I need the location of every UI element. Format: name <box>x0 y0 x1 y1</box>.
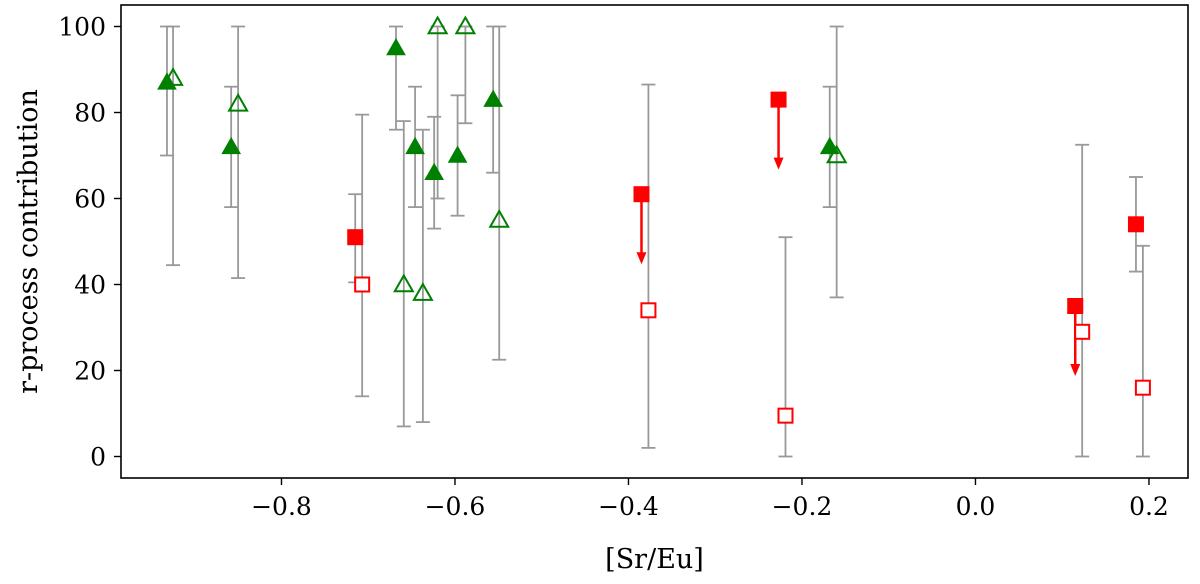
y-tick-label: 100 <box>58 13 106 42</box>
open-triangle-point <box>393 273 415 293</box>
y-tick-label: 0 <box>90 443 106 472</box>
filled-square-point <box>1067 298 1084 314</box>
filled-square-point <box>633 186 650 203</box>
x-tick-label: −0.4 <box>598 492 659 521</box>
filled-square-point <box>770 91 787 108</box>
y-axis: 0 20 40 60 80 100 <box>58 13 121 472</box>
x-tick-label: 0.2 <box>1129 492 1169 521</box>
filled-triangle-point <box>424 162 445 180</box>
plot-frame <box>120 4 1189 479</box>
open-triangle-point <box>488 208 510 228</box>
filled-square-point <box>347 229 364 246</box>
x-tick-label: −0.8 <box>251 492 312 521</box>
y-tick-label: 20 <box>74 357 106 386</box>
open-square-point <box>777 407 794 424</box>
upper-limit-arrow-head <box>773 157 784 170</box>
filled-triangle-point <box>447 145 468 163</box>
filled-triangle-point <box>483 89 504 107</box>
open-triangle-point <box>412 282 434 301</box>
y-axis-title: r-process contribution <box>13 89 44 394</box>
filled-square-point <box>1127 216 1144 233</box>
y-tick-label: 40 <box>74 271 106 300</box>
open-triangle-point <box>227 92 249 112</box>
open-triangle-point <box>162 67 184 86</box>
x-tick-label: −0.2 <box>772 492 833 521</box>
upper-limit-arrow-head <box>1070 364 1081 376</box>
open-triangle-point <box>825 144 848 164</box>
open-square-point <box>640 302 657 319</box>
x-tick-label: −0.6 <box>425 492 486 521</box>
open-square-point <box>1134 379 1151 396</box>
marker-layer <box>157 15 1151 424</box>
open-square-point <box>1074 323 1091 340</box>
errorbar-layer <box>159 25 1150 458</box>
open-triangle-point <box>454 15 477 35</box>
y-tick-label: 80 <box>74 99 106 128</box>
x-axis: −0.8 −0.6 −0.4 −0.2 0.0 0.2 <box>251 478 1169 521</box>
open-square-point <box>354 276 371 293</box>
x-tick-label: 0.0 <box>956 492 996 521</box>
open-triangle-point <box>426 15 449 35</box>
x-axis-title: [Sr/Eu] <box>605 544 704 575</box>
y-tick-label: 60 <box>74 185 106 214</box>
filled-triangle-point <box>386 37 406 56</box>
filled-triangle-point <box>405 136 425 155</box>
filled-triangle-point <box>221 136 242 155</box>
upper-limit-arrow-head <box>636 252 647 265</box>
